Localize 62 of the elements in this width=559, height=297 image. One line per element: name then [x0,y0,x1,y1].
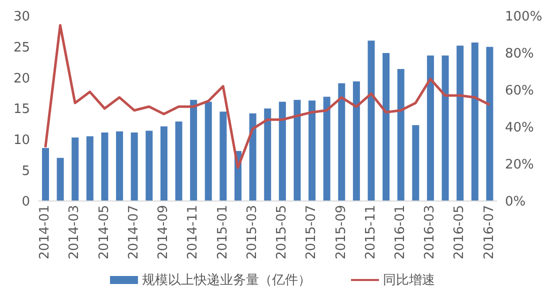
y2-tick-label: 40% [505,120,534,136]
bar [294,100,301,201]
bar [204,102,212,201]
bar [175,121,182,201]
y-tick-label: 30 [13,10,30,25]
x-tick-label: 2014-09 [156,205,172,260]
x-tick-label: 2014-03 [67,205,82,260]
y2-tick-label: 60% [505,84,534,99]
bar [397,69,404,201]
bar [338,83,346,201]
bar [456,46,464,201]
bar [249,113,256,201]
bar [382,53,390,201]
x-tick-label: 2014-05 [96,205,112,260]
y-tick-label: 0 [22,194,30,210]
x-tick-label: 2016-07 [482,205,497,260]
legend-label: 规模以上快递业务量（亿件） [141,272,311,289]
bar [486,46,494,201]
bar [368,40,375,201]
x-tick-label: 2016-05 [452,205,468,260]
bar [278,102,286,201]
x-tick-label: 2014-01 [38,205,53,260]
bar [471,42,478,201]
x-tick-label: 2016-01 [392,205,408,260]
bar [146,130,153,201]
x-tick-label: 2015-11 [363,205,378,260]
bar [264,108,272,201]
y-tick-label: 20 [13,71,30,86]
legend-label: 同比增速 [382,272,435,289]
y-tick-label: 15 [13,102,30,118]
bar [412,125,420,201]
x-tick-label: 2014-11 [186,205,201,260]
bar [426,55,434,201]
line-series [44,24,491,169]
bar [116,131,124,201]
bar [190,100,198,201]
y2-tick-label: 100% [505,10,542,25]
y-tick-label: 10 [13,132,30,148]
bar [308,100,316,201]
bar [352,81,360,201]
bar [86,136,94,201]
y-tick-label: 5 [22,164,30,179]
bar [101,132,108,201]
bar [42,148,49,201]
x-tick-label: 2015-05 [274,205,290,260]
bar [220,112,227,201]
y2-tick-label: 20% [505,158,534,173]
bar [160,126,168,201]
bar [442,55,449,201]
y2-tick-label: 0% [505,194,526,210]
y-tick-label: 25 [13,40,30,56]
x-tick-label: 2015-07 [304,205,320,260]
x-tick-label: 2016-03 [422,205,438,260]
bar [323,96,330,201]
bar [72,137,79,201]
x-tick-label: 2015-01 [215,205,230,260]
x-tick-label: 2014-07 [126,205,142,260]
y2-tick-label: 80% [505,46,534,62]
bar [130,132,138,201]
bar [56,158,64,201]
x-tick-label: 2015-03 [244,205,260,260]
x-tick-label: 2015-09 [334,205,349,260]
